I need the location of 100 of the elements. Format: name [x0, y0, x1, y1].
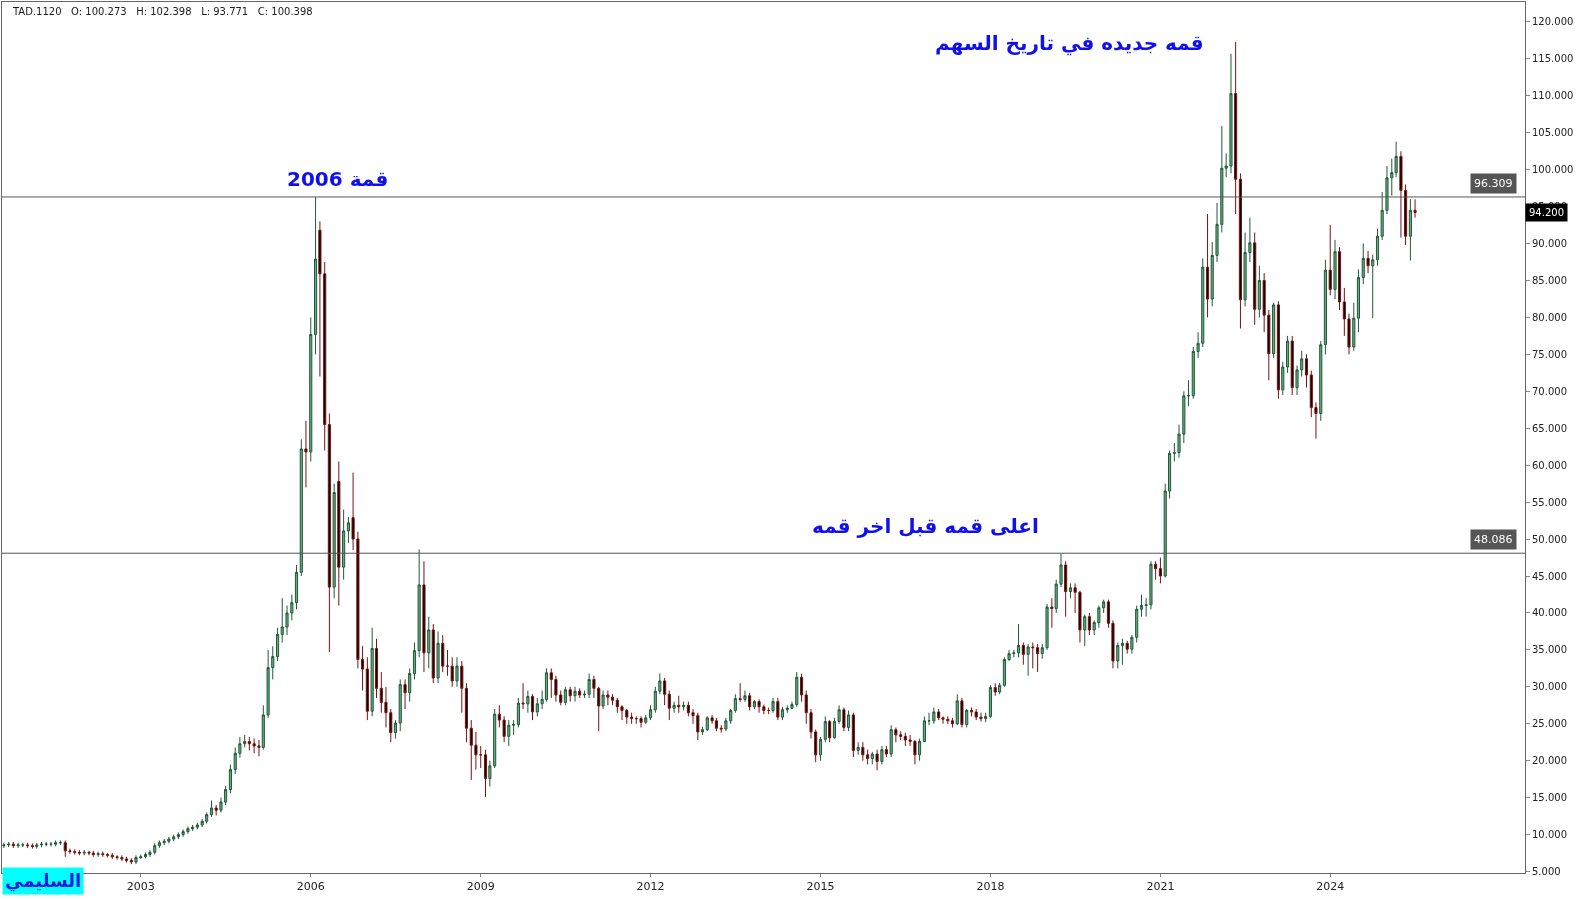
candlestick: [743, 690, 747, 703]
candlestick: [927, 712, 931, 726]
candlestick: [299, 438, 303, 577]
candlestick: [1290, 335, 1294, 396]
x-tick-label: 2015: [806, 880, 835, 894]
y-tick-label: 120.000: [1532, 16, 1574, 28]
y-tick-label: 70.000: [1532, 385, 1567, 397]
candlestick: [875, 749, 879, 771]
candlestick: [370, 627, 374, 717]
y-tick-label: 65.000: [1532, 422, 1567, 434]
y-tick-label: 55.000: [1532, 496, 1567, 508]
annotation: TAD.1120 O: 100.273 H: 102.398 L: 93.771 C: 100.398: [12, 6, 313, 17]
y-tick-label: 40.000: [1532, 607, 1567, 619]
candlestick: [847, 709, 851, 732]
candlestick: [1366, 250, 1370, 274]
candlestick: [530, 693, 535, 721]
candlestick: [337, 461, 341, 607]
candlestick: [11, 841, 15, 849]
candlestick: [314, 196, 318, 355]
candlestick: [677, 695, 681, 714]
candlestick: [1064, 560, 1068, 618]
candlestick: [1125, 640, 1129, 655]
candlestick: [342, 509, 346, 581]
y-tick-label: 85.000: [1532, 275, 1567, 287]
candlestick: [276, 627, 280, 662]
candlestick: [39, 841, 44, 848]
candlestick: [441, 634, 445, 673]
annotation: 94.200: [1529, 207, 1564, 218]
candlestick: [1319, 340, 1323, 422]
candlestick: [818, 736, 823, 762]
candlestick: [1371, 254, 1375, 319]
annotation: قمة 2006: [287, 167, 389, 191]
candlestick: [1016, 623, 1021, 658]
candlestick: [332, 483, 336, 599]
candlestick: [648, 704, 653, 721]
candlestick: [738, 682, 742, 703]
candlestick: [714, 717, 718, 732]
candlestick: [228, 763, 232, 794]
ref-line-label: 48.086: [1474, 533, 1513, 546]
y-tick-label: 110.000: [1532, 90, 1574, 102]
x-tick-label: 2012: [636, 880, 665, 894]
candlestick: [960, 697, 964, 728]
y-tick-label: 90.000: [1532, 238, 1567, 250]
candlestick: [610, 693, 615, 706]
candlestick: [408, 667, 412, 703]
candlestick: [984, 712, 988, 723]
candlestick: [1276, 300, 1280, 400]
candlestick: [776, 697, 780, 721]
candlestick: [101, 851, 105, 858]
candlestick: [479, 745, 483, 769]
candlestick: [16, 842, 20, 849]
y-tick-label: 105.000: [1532, 127, 1574, 139]
candlestick: [1021, 642, 1025, 666]
candlestick: [427, 616, 431, 669]
candlestick: [1333, 239, 1337, 300]
candlestick: [1238, 172, 1242, 330]
candlestick: [922, 715, 926, 743]
candlestick: [884, 745, 888, 758]
candlestick: [965, 708, 969, 728]
candlestick: [96, 851, 100, 858]
candlestick: [1139, 593, 1144, 618]
candlestick: [1304, 353, 1309, 389]
candlestick: [521, 682, 525, 710]
candlestick: [672, 701, 676, 714]
y-tick-label: 45.000: [1532, 570, 1567, 582]
candlestick: [304, 420, 308, 488]
candlestick: [601, 690, 605, 710]
candlestick: [1120, 638, 1124, 666]
x-tick-label: 2024: [1316, 880, 1345, 894]
candlestick: [82, 849, 86, 856]
candlestick: [969, 707, 974, 717]
candlestick: [1068, 582, 1073, 599]
candlestick: [1087, 612, 1091, 636]
candlestick: [403, 678, 407, 710]
candlestick: [856, 741, 860, 756]
candlestick: [667, 690, 671, 721]
candlestick: [955, 693, 959, 726]
candlestick: [894, 726, 898, 743]
candlestick: [516, 697, 520, 728]
candlestick: [932, 707, 936, 725]
candlestick: [30, 842, 34, 850]
candlestick: [2, 842, 6, 849]
candlestick: [1286, 335, 1290, 374]
y-tick-label: 50.000: [1532, 533, 1567, 545]
candlestick: [771, 697, 775, 714]
candlestick: [842, 707, 846, 732]
candlestick: [748, 692, 752, 711]
candlestick: [526, 690, 530, 714]
candlestick: [26, 842, 30, 849]
y-tick-label: 25.000: [1532, 718, 1567, 730]
candlestick: [733, 693, 737, 714]
x-tick-label: 2018: [976, 880, 1005, 894]
candlestick: [129, 857, 133, 865]
candlestick: [918, 738, 922, 762]
candlestick: [124, 856, 129, 864]
candlestick: [823, 715, 827, 743]
candlestick: [365, 656, 369, 721]
candlestick: [752, 699, 756, 710]
y-tick-label: 35.000: [1532, 644, 1567, 656]
candlestick: [1257, 265, 1261, 318]
